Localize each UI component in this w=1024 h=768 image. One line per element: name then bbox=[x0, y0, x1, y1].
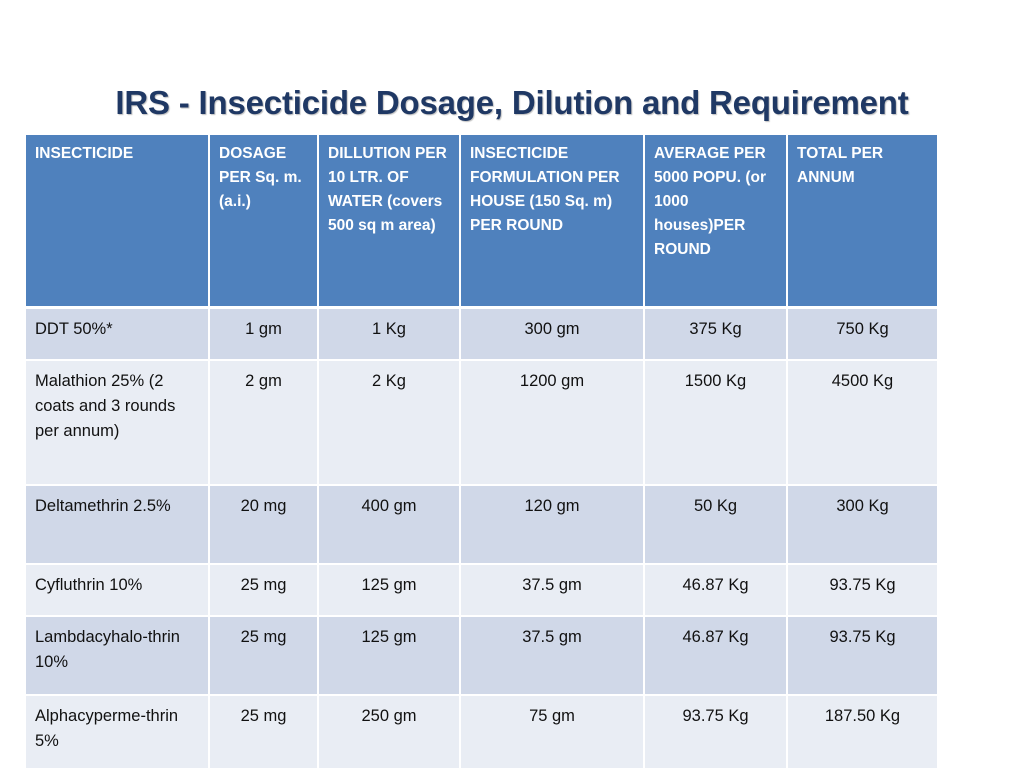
cell-formulation: 300 gm bbox=[461, 309, 645, 361]
cell-average: 375 Kg bbox=[645, 309, 788, 361]
cell-formulation: 120 gm bbox=[461, 486, 645, 565]
cell-total: 300 Kg bbox=[788, 486, 939, 565]
header-average: AVERAGE PER 5000 POPU. (or 1000 houses)P… bbox=[645, 135, 788, 309]
table-row: Alphacyperme-thrin 5% 25 mg 250 gm 75 gm… bbox=[26, 696, 939, 768]
cell-dilution: 125 gm bbox=[319, 617, 461, 696]
cell-total: 93.75 Kg bbox=[788, 565, 939, 617]
table-header-row: INSECTICIDE DOSAGE PER Sq. m. (a.i.) DIL… bbox=[26, 135, 939, 309]
table-row: Cyfluthrin 10% 25 mg 125 gm 37.5 gm 46.8… bbox=[26, 565, 939, 617]
cell-total: 187.50 Kg bbox=[788, 696, 939, 768]
table-row: Malathion 25% (2 coats and 3 rounds per … bbox=[26, 361, 939, 486]
insecticide-table: INSECTICIDE DOSAGE PER Sq. m. (a.i.) DIL… bbox=[26, 135, 939, 768]
table-row: Deltamethrin 2.5% 20 mg 400 gm 120 gm 50… bbox=[26, 486, 939, 565]
cell-formulation: 75 gm bbox=[461, 696, 645, 768]
cell-dosage: 25 mg bbox=[210, 696, 319, 768]
table-row: Lambdacyhalo-thrin 10% 25 mg 125 gm 37.5… bbox=[26, 617, 939, 696]
cell-average: 50 Kg bbox=[645, 486, 788, 565]
cell-dilution: 1 Kg bbox=[319, 309, 461, 361]
cell-dosage: 25 mg bbox=[210, 565, 319, 617]
cell-dosage: 20 mg bbox=[210, 486, 319, 565]
cell-average: 46.87 Kg bbox=[645, 565, 788, 617]
cell-average: 93.75 Kg bbox=[645, 696, 788, 768]
header-dosage: DOSAGE PER Sq. m. (a.i.) bbox=[210, 135, 319, 309]
cell-insecticide: DDT 50%* bbox=[26, 309, 210, 361]
header-dilution: DILLUTION PER 10 LTR. OF WATER (covers 5… bbox=[319, 135, 461, 309]
cell-dilution: 400 gm bbox=[319, 486, 461, 565]
cell-average: 1500 Kg bbox=[645, 361, 788, 486]
table-row: DDT 50%* 1 gm 1 Kg 300 gm 375 Kg 750 Kg bbox=[26, 309, 939, 361]
cell-dilution: 125 gm bbox=[319, 565, 461, 617]
cell-dosage: 1 gm bbox=[210, 309, 319, 361]
header-formulation: INSECTICIDE FORMULATION PER HOUSE (150 S… bbox=[461, 135, 645, 309]
cell-insecticide: Alphacyperme-thrin 5% bbox=[26, 696, 210, 768]
cell-average: 46.87 Kg bbox=[645, 617, 788, 696]
cell-dosage: 2 gm bbox=[210, 361, 319, 486]
cell-insecticide: Lambdacyhalo-thrin 10% bbox=[26, 617, 210, 696]
cell-insecticide: Deltamethrin 2.5% bbox=[26, 486, 210, 565]
cell-formulation: 37.5 gm bbox=[461, 617, 645, 696]
cell-insecticide: Malathion 25% (2 coats and 3 rounds per … bbox=[26, 361, 210, 486]
cell-total: 93.75 Kg bbox=[788, 617, 939, 696]
slide-title: IRS - Insecticide Dosage, Dilution and R… bbox=[115, 84, 909, 121]
cell-dilution: 250 gm bbox=[319, 696, 461, 768]
header-insecticide: INSECTICIDE bbox=[26, 135, 210, 309]
header-total: TOTAL PER ANNUM bbox=[788, 135, 939, 309]
cell-dilution: 2 Kg bbox=[319, 361, 461, 486]
cell-dosage: 25 mg bbox=[210, 617, 319, 696]
cell-formulation: 37.5 gm bbox=[461, 565, 645, 617]
cell-total: 750 Kg bbox=[788, 309, 939, 361]
cell-formulation: 1200 gm bbox=[461, 361, 645, 486]
cell-insecticide: Cyfluthrin 10% bbox=[26, 565, 210, 617]
cell-total: 4500 Kg bbox=[788, 361, 939, 486]
